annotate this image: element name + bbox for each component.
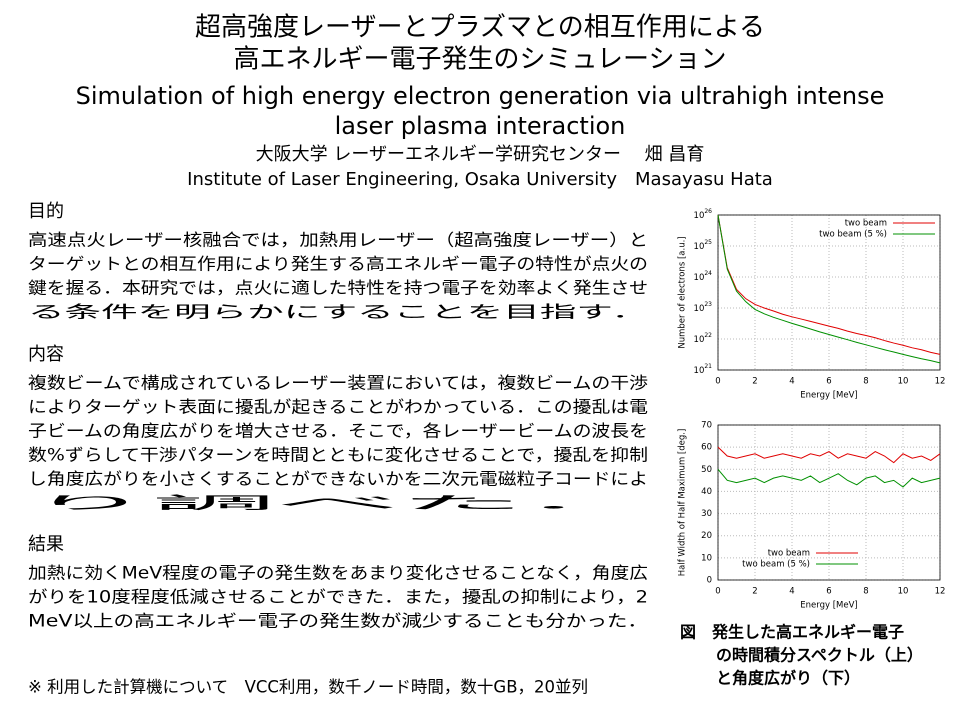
section-line: 加熱に効くMeV程度の電子の発生数をあまり変化させることなく，角度広 [28,564,648,583]
section-heading: 内容 [28,344,64,365]
legend-label: two beam [768,549,810,559]
y-tick-label: 10 [701,553,712,563]
y-tick-exponent: 22 [704,332,712,339]
caption-line: の時間積分スペクトル（上） [716,646,923,665]
section-line: 子ビームの角度広がりを増大させる．そこで，各レーザービームの波長を [28,422,648,441]
x-tick-label: 4 [789,377,794,387]
series-line [717,214,941,355]
y-tick-label: 0 [707,576,712,586]
section-line: によりターゲット表面に擾乱が起きることがわかっている．この擾乱は電 [28,398,648,417]
y-tick-label: 1022 [694,332,713,345]
title-line: 高エネルギー電子発生のシミュレーション [234,45,727,75]
section-line: 高速点火レーザー核融合では，加熱用レーザー（超高強度レーザー）と [28,231,648,250]
plot-frame [717,214,941,371]
section-line: し角度広がりを小さくすることができないかを二次元電磁粒子コードによ [28,470,648,489]
x-tick-label: 4 [789,587,794,597]
y-axis-label: Half Width of Half Maximum [deg.] [678,429,688,577]
series-line [717,446,941,464]
x-tick-label: 12 [935,587,946,597]
legend-label: two beam (5 %) [819,230,887,240]
y-tick-base: 10 [694,304,705,314]
title-en-line: Simulation of high energy electron gener… [76,82,885,110]
x-tick-label: 6 [826,587,831,597]
y-tick-exponent: 24 [704,270,712,277]
x-axis-label: Energy [MeV] [800,391,857,401]
y-tick-label: 60 [701,443,712,453]
y-tick-label: 1025 [694,239,713,252]
y-tick-label: 1021 [694,363,713,376]
x-tick-label: 2 [752,587,757,597]
caption-line: と角度広がり（下） [716,669,860,688]
author-en: Institute of Laser Engineering, Osaka Un… [187,169,773,190]
section-line: ターゲットとの相互作用により発生する高エネルギー電子の特性が点火の [28,255,648,274]
y-tick-exponent: 26 [704,208,712,215]
y-tick-label: 20 [701,531,712,541]
x-tick-label: 6 [826,377,831,387]
legend-label: two beam [845,219,887,229]
section-line: MeV以上の高エネルギー電子の発生数が減少することも分かった． [28,612,648,631]
section-line: り調べた． [28,494,648,513]
section-heading: 目的 [28,201,64,222]
x-tick-label: 0 [715,377,720,387]
y-tick-label: 30 [701,509,712,519]
y-tick-base: 10 [694,366,705,376]
x-tick-label: 0 [715,587,720,597]
y-tick-label: 1024 [694,270,713,283]
caption-line: 図 発生した高エネルギー電子 [680,623,904,642]
y-tick-label: 40 [701,487,712,497]
x-tick-label: 8 [863,377,868,387]
x-tick-label: 12 [935,377,946,387]
title-line: 超高強度レーザーとプラズマとの相互作用による [195,13,765,43]
x-tick-label: 10 [898,377,909,387]
plot-frame [717,424,941,581]
author-ja: 大阪大学 レーザーエネルギー学研究センター 畑 昌育 [256,144,705,165]
section-line: る条件を明らかにすることを目指す． [28,303,648,322]
y-tick-base: 10 [694,211,705,221]
y-tick-label: 50 [701,465,712,475]
x-tick-label: 8 [863,587,868,597]
section-line: 数%ずらして干渉パターンを時間とともに変化させることで，擾乱を抑制 [28,446,648,465]
y-tick-exponent: 21 [704,363,712,370]
series-line [717,468,941,488]
section-heading: 結果 [28,534,64,555]
section-line: 複数ビームで構成されているレーザー装置においては，複数ビームの干渉 [28,374,648,393]
y-tick-base: 10 [694,242,705,252]
y-tick-exponent: 23 [704,301,712,308]
y-tick-base: 10 [694,335,705,345]
section-line: がりを10度程度低減させることができた．また，擾乱の抑制により，2 [28,588,648,607]
y-tick-label: 1026 [694,208,713,221]
legend-label: two beam (5 %) [742,560,810,570]
section-line: 鍵を握る．本研究では，点火に適した特性を持つ電子を効率よく発生させ [28,279,648,298]
x-axis-label: Energy [MeV] [800,601,857,611]
title-en-line: laser plasma interaction [335,112,626,140]
y-tick-base: 10 [694,273,705,283]
x-tick-label: 10 [898,587,909,597]
x-tick-label: 2 [752,377,757,387]
series-line [717,214,941,364]
y-tick-label: 1023 [694,301,713,314]
y-tick-exponent: 25 [704,239,712,246]
footnote: ※ 利用した計算機について VCC利用，数千ノード時間，数十GB，20並列 [28,678,588,697]
y-tick-label: 70 [701,421,712,431]
y-axis-label: Number of electrons [a.u.] [678,236,688,348]
